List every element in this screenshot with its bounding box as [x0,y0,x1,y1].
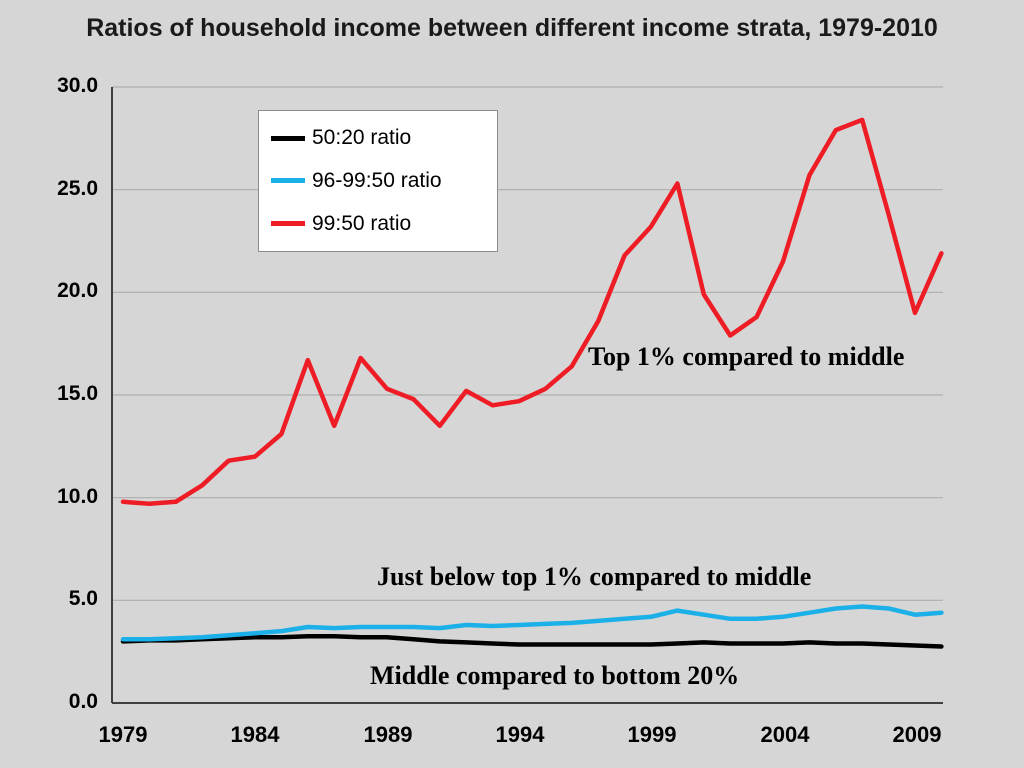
y-axis-tick-label: 15.0 [57,382,98,405]
annotation-top-1-percent: Top 1% compared to middle [588,342,905,371]
y-axis-tick-label: 0.0 [68,690,98,713]
legend-label: 50:20 ratio [312,126,412,150]
legend-entry: 99:50 ratio [259,212,497,236]
legend-swatch-96-99-50-line [271,178,305,184]
x-axis-tick-label: 2009 [892,722,942,747]
legend: 50:20 ratio 96-99:50 ratio 99:50 ratio [258,110,498,252]
y-axis-tick-label: 25.0 [57,177,98,200]
y-axis-tick-label: 5.0 [68,587,98,610]
x-axis-tick-label: 1979 [98,722,148,747]
legend-entry: 50:20 ratio [259,126,497,150]
legend-label: 99:50 ratio [312,211,412,235]
series-line-99-50-ratio [120,117,944,507]
y-axis-tick-label: 20.0 [57,279,98,302]
legend-entry: 96-99:50 ratio [259,169,497,193]
x-axis-tick-label: 1984 [230,722,280,747]
x-axis-tick-label: 1989 [363,722,413,747]
chart-title: Ratios of household income between diffe… [86,14,938,42]
x-axis-tick-label: 1994 [495,722,545,747]
x-axis-tick-label: 1999 [627,722,677,747]
series-line-96-99-50-ratio [120,604,944,642]
legend-label: 96-99:50 ratio [312,168,442,192]
legend-swatch-50-20-line [271,135,305,141]
legend-swatch-99-50-line [271,221,305,227]
y-axis-tick-label: 10.0 [57,485,98,508]
annotation-middle-bottom20: Middle compared to bottom 20% [370,661,740,690]
y-axis-tick-label: 30.0 [57,74,98,97]
series-line-50-20-ratio [120,634,944,649]
annotation-just-below-top: Just below top 1% compared to middle [377,562,812,591]
x-axis-tick-label: 2004 [760,722,810,747]
